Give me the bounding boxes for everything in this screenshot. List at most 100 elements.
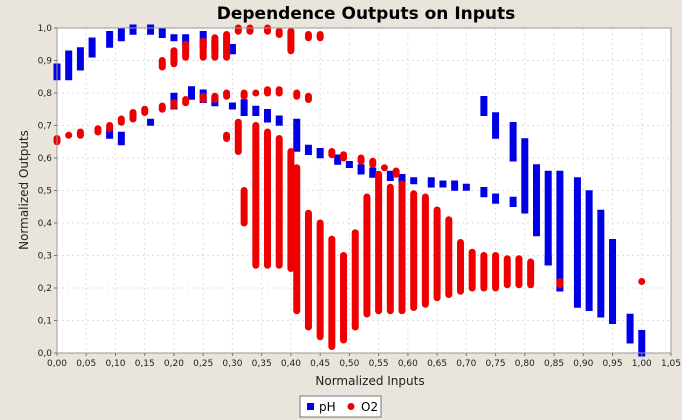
data-point [117, 115, 125, 126]
data-point [556, 278, 564, 289]
data-point [492, 193, 500, 204]
data-point [369, 167, 377, 178]
legend-ph-label: pH [319, 400, 336, 414]
data-point [509, 122, 517, 162]
data-point [573, 177, 581, 308]
data-point [328, 148, 336, 159]
data-point [187, 86, 195, 100]
x-tick-label: 0,10 [105, 359, 125, 369]
data-point [182, 96, 190, 107]
x-tick-label: 1,00 [632, 359, 652, 369]
data-point [147, 118, 155, 126]
x-tick-label: 0,30 [222, 359, 242, 369]
data-point [316, 219, 324, 341]
x-tick-label: 0,65 [427, 359, 447, 369]
data-point [117, 131, 125, 146]
data-point [304, 144, 312, 155]
data-point [228, 44, 236, 55]
data-point [65, 50, 73, 81]
data-point [264, 109, 272, 123]
data-point [468, 248, 476, 292]
x-tick-labels: 0,00 0,05 0,10 0,15 0,20 0,25 0,30 0,35 0,40 0,45… [47, 353, 681, 369]
y-tick-label: 0,8 [38, 89, 53, 99]
data-point [451, 180, 459, 191]
data-point [328, 235, 336, 350]
data-point [94, 125, 102, 136]
data-point [76, 47, 84, 71]
data-point [240, 187, 248, 227]
data-point [304, 92, 312, 103]
data-point [252, 122, 260, 269]
data-point [293, 89, 301, 100]
x-tick-label: 0,50 [339, 359, 359, 369]
x-tick-label: 0,15 [135, 359, 155, 369]
data-point [199, 37, 207, 61]
legend: pH O2 [299, 395, 382, 418]
data-point [240, 89, 248, 100]
data-point [521, 138, 529, 214]
data-point [129, 109, 137, 123]
x-tick-label: 0,95 [603, 359, 623, 369]
data-point [170, 34, 178, 42]
series-o2 [53, 24, 646, 350]
data-point [340, 151, 348, 162]
y-tick-label: 0,5 [38, 187, 52, 197]
data-point [129, 24, 137, 35]
x-axis-label: Normalized Inputs [315, 374, 424, 388]
data-point [410, 190, 418, 311]
chart-title: Dependence Outputs on Inputs [217, 4, 516, 24]
data-point [544, 170, 552, 266]
data-point [492, 112, 500, 139]
data-point [182, 40, 190, 61]
y-tick-labels: 0,0 0,1 0,2 0,3 0,4 0,5 0,6 0,7 0,8 0,9 1,0 [38, 24, 57, 359]
data-point [503, 255, 511, 289]
data-point [445, 216, 453, 298]
data-point [316, 31, 324, 42]
y-axis-label: Normalized Outputs [17, 130, 31, 250]
data-point [421, 193, 429, 308]
data-point [158, 102, 166, 113]
data-point [223, 131, 231, 142]
x-tick-label: 0,85 [544, 359, 564, 369]
legend-ph-marker [307, 403, 314, 410]
y-tick-label: 0,4 [38, 219, 53, 229]
data-point [480, 96, 488, 116]
data-point [609, 239, 617, 324]
data-point [638, 278, 646, 285]
data-point [492, 252, 500, 292]
data-point [597, 209, 605, 318]
data-point [369, 157, 377, 168]
data-point [386, 183, 394, 315]
data-point [304, 31, 312, 42]
data-point [287, 27, 295, 55]
data-point [351, 229, 359, 331]
data-point [293, 118, 301, 152]
data-point [141, 105, 149, 116]
y-tick-label: 0,2 [38, 284, 52, 294]
x-tick-label: 0,25 [193, 359, 213, 369]
data-point [275, 27, 283, 38]
data-point [106, 31, 114, 48]
data-point [527, 258, 535, 289]
y-tick-label: 0,1 [38, 317, 52, 327]
x-tick-label: 1,05 [661, 359, 681, 369]
legend-box [299, 395, 382, 418]
data-point [433, 206, 441, 302]
y-tick-label: 0,9 [38, 57, 53, 67]
data-point [106, 122, 114, 133]
x-tick-label: 0,60 [398, 359, 418, 369]
y-tick-label: 0,6 [38, 154, 53, 164]
data-point [398, 174, 406, 185]
data-point [76, 128, 84, 139]
x-tick-label: 0,35 [252, 359, 272, 369]
data-point [246, 24, 254, 35]
data-point [340, 252, 348, 344]
data-point [334, 154, 342, 165]
data-point [88, 37, 96, 58]
data-point [252, 89, 260, 97]
data-point [363, 193, 371, 318]
x-tick-label: 0,90 [573, 359, 593, 369]
data-point [556, 170, 564, 292]
